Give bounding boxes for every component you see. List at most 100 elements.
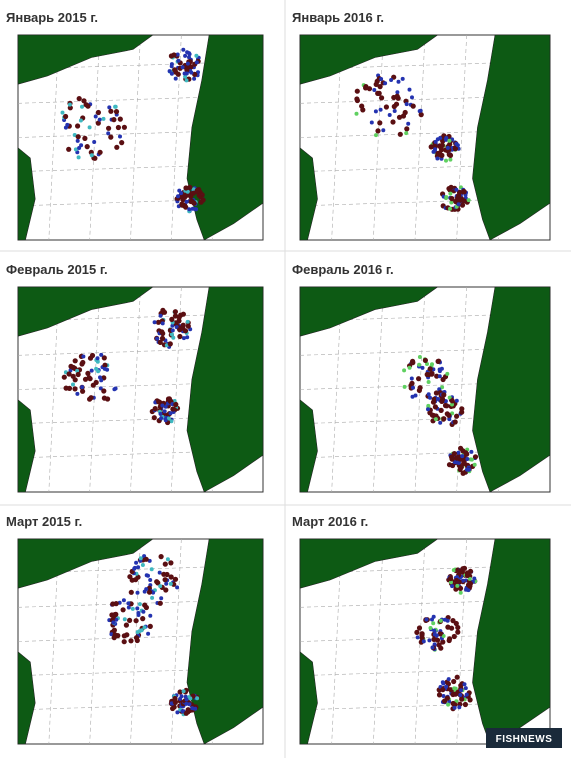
catch-point xyxy=(181,336,186,341)
catch-point xyxy=(462,682,467,687)
catch-point xyxy=(409,376,414,381)
catch-point xyxy=(195,696,200,701)
graticule xyxy=(48,34,60,241)
catch-point xyxy=(435,358,441,364)
land xyxy=(299,34,439,85)
catch-point xyxy=(419,632,425,638)
catch-point xyxy=(162,561,168,567)
catch-point xyxy=(115,124,121,131)
catch-point xyxy=(443,617,448,622)
catch-point xyxy=(464,451,470,457)
catch-point xyxy=(177,689,183,695)
catch-point xyxy=(447,152,454,158)
catch-point xyxy=(410,103,416,109)
catch-point xyxy=(396,79,401,84)
catch-point xyxy=(455,583,460,588)
panel-title: Март 2015 г. xyxy=(6,514,82,529)
catch-point xyxy=(411,385,415,390)
catch-point xyxy=(441,392,447,398)
catch-point xyxy=(185,61,190,66)
map-panel: Март 2016 г. xyxy=(292,514,551,745)
catch-point xyxy=(161,309,168,315)
catch-point xyxy=(190,190,196,196)
catch-point xyxy=(440,687,446,693)
catch-point xyxy=(192,76,197,81)
catch-point xyxy=(152,320,157,325)
catch-point xyxy=(81,98,87,104)
catch-point xyxy=(417,362,422,367)
catch-point xyxy=(187,207,192,212)
catch-point xyxy=(168,560,174,566)
catch-point xyxy=(416,625,423,631)
catch-point xyxy=(157,570,162,575)
catch-point xyxy=(190,206,195,211)
graticule xyxy=(89,538,100,745)
catch-point xyxy=(430,362,434,367)
catch-point xyxy=(451,633,457,640)
catch-point xyxy=(450,618,456,624)
catch-point xyxy=(170,406,176,412)
land xyxy=(299,538,439,589)
catch-point xyxy=(180,311,186,317)
catch-point xyxy=(428,626,433,630)
catch-point xyxy=(439,142,445,148)
catch-point xyxy=(165,557,170,562)
catch-point xyxy=(194,207,199,212)
catch-point xyxy=(176,194,180,199)
catch-point xyxy=(377,120,383,126)
graticule xyxy=(373,34,384,241)
catch-point xyxy=(60,110,65,115)
catch-point xyxy=(66,385,73,391)
catch-point xyxy=(172,699,178,706)
catch-point xyxy=(184,697,189,702)
catch-point xyxy=(415,635,420,640)
catch-point xyxy=(441,681,446,686)
catch-point xyxy=(157,339,163,345)
catch-point xyxy=(417,355,422,359)
catch-point xyxy=(141,609,146,614)
catch-point xyxy=(410,360,416,366)
catch-point xyxy=(431,396,437,402)
catch-point xyxy=(159,329,165,335)
catch-point xyxy=(169,419,174,424)
catch-point xyxy=(137,629,142,634)
catch-point xyxy=(453,586,459,592)
catch-point xyxy=(185,189,190,194)
catch-point xyxy=(185,323,191,329)
catch-point xyxy=(111,627,117,633)
catch-point xyxy=(184,78,189,83)
catch-point xyxy=(163,418,168,423)
catch-point xyxy=(142,625,147,630)
catch-point xyxy=(467,576,472,581)
catch-point xyxy=(80,359,86,366)
catch-point xyxy=(360,107,366,113)
catch-point xyxy=(447,575,454,582)
catch-point xyxy=(456,202,461,207)
catch-point xyxy=(102,366,107,371)
catch-point xyxy=(439,396,446,402)
catch-point xyxy=(402,368,407,373)
catch-point xyxy=(162,409,167,414)
graticule xyxy=(89,286,100,493)
map-panel: Февраль 2015 г. xyxy=(6,262,264,493)
catch-point xyxy=(155,336,160,341)
catch-point xyxy=(472,454,479,460)
catch-point xyxy=(146,573,150,578)
catch-point xyxy=(176,58,181,63)
catch-point xyxy=(167,341,173,347)
catch-point xyxy=(472,462,477,467)
catch-point xyxy=(88,395,94,401)
catch-point xyxy=(185,50,190,55)
catch-point xyxy=(396,114,403,120)
catch-point xyxy=(94,366,99,371)
catch-point xyxy=(175,710,180,715)
catch-point xyxy=(183,710,189,716)
catch-point xyxy=(445,145,450,150)
catch-point xyxy=(177,333,183,340)
catch-point xyxy=(460,454,465,459)
catch-point xyxy=(452,691,459,697)
catch-point xyxy=(392,109,397,113)
catch-point xyxy=(458,590,463,595)
catch-point xyxy=(144,587,149,592)
